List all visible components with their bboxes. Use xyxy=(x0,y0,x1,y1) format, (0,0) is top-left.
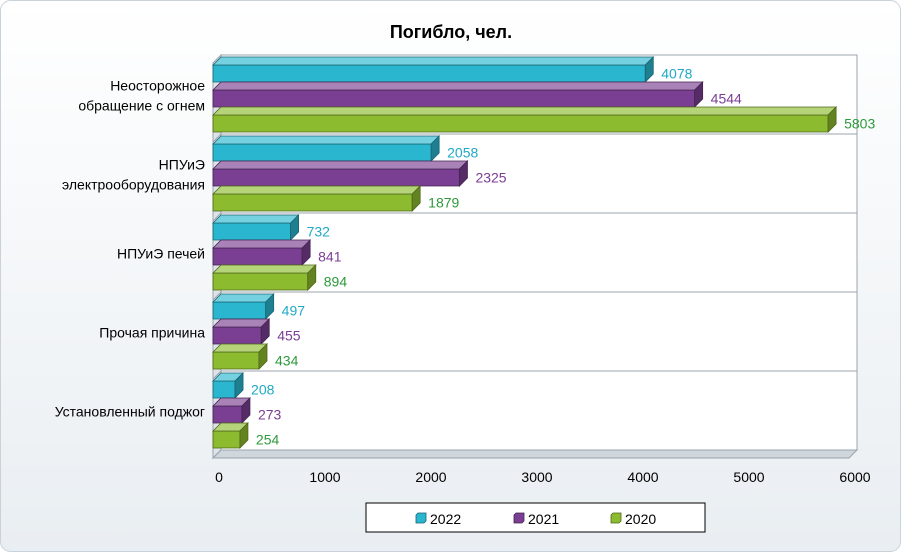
floor-wall xyxy=(211,449,859,459)
x-tick-label: 2000 xyxy=(415,469,446,485)
data-label: 4078 xyxy=(661,66,692,82)
x-tick-label: 4000 xyxy=(627,469,658,485)
legend-label: 2020 xyxy=(625,511,656,527)
data-label: 1879 xyxy=(428,195,459,211)
category-label: Прочая причина xyxy=(99,325,205,341)
x-tick-label: 3000 xyxy=(521,469,552,485)
x-tick-label: 6000 xyxy=(839,469,870,485)
category-label: НПУиЭ электрооборудования xyxy=(62,157,205,193)
bar xyxy=(212,239,312,266)
legend-label: 2021 xyxy=(528,511,559,527)
data-label: 894 xyxy=(324,274,348,290)
bar xyxy=(212,343,268,370)
category-separator xyxy=(212,133,222,143)
data-label: 732 xyxy=(307,224,331,240)
category-label: Установленный поджог xyxy=(55,404,205,420)
category-separator xyxy=(212,291,222,301)
category-separator xyxy=(212,370,222,380)
x-tick-label: 1000 xyxy=(309,469,340,485)
category-label: Неосторожное обращение с огнем xyxy=(78,78,205,114)
data-label: 2058 xyxy=(447,145,478,161)
data-label: 4544 xyxy=(711,91,742,107)
category-separator xyxy=(212,212,222,222)
data-label: 841 xyxy=(318,249,342,265)
bar xyxy=(212,214,300,241)
bar xyxy=(212,318,271,345)
data-label: 455 xyxy=(277,328,301,344)
legend-item: 2022 xyxy=(415,511,461,527)
data-label: 208 xyxy=(251,382,275,398)
bar xyxy=(212,397,251,424)
data-label: 434 xyxy=(275,353,299,369)
bar xyxy=(212,56,655,83)
data-label: 497 xyxy=(282,303,306,319)
bar xyxy=(212,160,469,187)
bar xyxy=(212,106,838,133)
chart-title: Погибло, чел. xyxy=(390,22,512,42)
bar xyxy=(212,135,441,162)
category-label: НПУиЭ печей xyxy=(117,246,205,262)
x-tick-label: 5000 xyxy=(733,469,764,485)
bar xyxy=(212,372,245,399)
bar xyxy=(212,185,422,212)
plot-area: 0 1000 2000 3000 4000 5000 6000 Неосторожное обр… xyxy=(55,53,875,485)
legend-label: 2022 xyxy=(430,511,461,527)
data-label: 2325 xyxy=(475,170,506,186)
legend-item: 2021 xyxy=(513,511,559,527)
x-tick-label: 0 xyxy=(215,469,223,485)
bar xyxy=(212,293,275,320)
bar xyxy=(212,81,704,108)
data-label: 254 xyxy=(256,432,280,448)
legend: 2022 2021 2020 xyxy=(365,502,706,533)
bar xyxy=(212,264,317,291)
bar xyxy=(212,422,249,449)
data-label: 5803 xyxy=(844,116,875,132)
legend-item: 2020 xyxy=(610,511,656,527)
data-label: 273 xyxy=(258,407,282,423)
